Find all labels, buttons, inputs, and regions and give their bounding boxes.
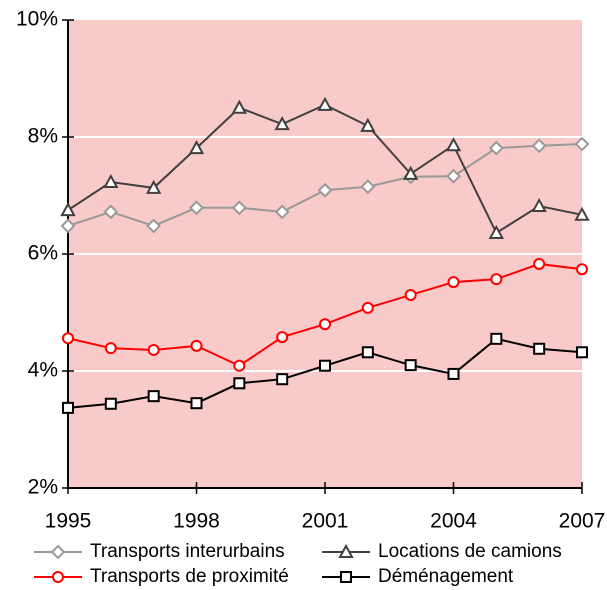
- y-tick-label: 10%: [16, 8, 58, 31]
- marker: [340, 571, 352, 583]
- marker: [360, 117, 376, 132]
- marker: [317, 96, 333, 111]
- marker: [531, 197, 547, 213]
- marker: [231, 99, 248, 114]
- marker: [488, 224, 505, 239]
- marker: [404, 359, 417, 372]
- marker: [147, 390, 160, 403]
- marker: [488, 140, 504, 156]
- y-tick-label: 8%: [28, 125, 58, 148]
- marker: [490, 273, 503, 286]
- marker: [446, 168, 461, 184]
- marker: [317, 182, 333, 198]
- marker: [60, 202, 76, 217]
- marker: [274, 116, 290, 131]
- marker: [188, 140, 205, 155]
- marker: [50, 544, 66, 560]
- marker: [276, 373, 289, 386]
- marker: [404, 288, 417, 301]
- x-tick-label: 1995: [45, 510, 92, 533]
- marker: [531, 138, 547, 154]
- marker: [104, 397, 117, 410]
- marker: [103, 204, 119, 220]
- marker: [361, 346, 374, 359]
- marker: [276, 331, 289, 344]
- marker: [533, 342, 546, 355]
- legend-label: Locations de camions: [378, 541, 562, 562]
- marker: [402, 165, 419, 180]
- marker: [319, 318, 331, 331]
- marker: [52, 571, 64, 583]
- marker: [447, 367, 460, 380]
- y-tick-label: 2%: [28, 476, 58, 499]
- marker: [445, 137, 462, 152]
- marker: [490, 332, 503, 345]
- marker: [231, 200, 247, 216]
- x-tick-label: 1998: [173, 510, 220, 533]
- legend-label: Transports interurbains: [90, 541, 285, 562]
- marker: [447, 276, 460, 289]
- marker: [190, 397, 203, 410]
- marker: [145, 179, 162, 194]
- x-tick-label: 2007: [559, 510, 606, 533]
- marker: [233, 377, 246, 390]
- legend-label: Transports de proximité: [90, 566, 289, 587]
- marker: [360, 179, 376, 195]
- marker: [574, 206, 590, 221]
- marker: [62, 401, 74, 414]
- marker: [274, 204, 290, 220]
- marker: [319, 359, 331, 372]
- legend-label: Déménagement: [378, 566, 514, 587]
- marker: [189, 200, 204, 216]
- marker: [533, 257, 546, 270]
- marker: [62, 332, 74, 345]
- y-tick-label: 6%: [28, 242, 58, 265]
- marker: [574, 136, 590, 152]
- marker: [361, 301, 374, 314]
- marker: [576, 263, 588, 276]
- x-tick-label: 2004: [430, 510, 477, 533]
- x-tick-label: 2001: [302, 510, 349, 533]
- marker: [103, 173, 119, 189]
- marker: [147, 343, 160, 356]
- marker: [338, 543, 354, 558]
- marker: [190, 339, 203, 352]
- marker: [104, 342, 117, 355]
- marker: [146, 218, 162, 234]
- marker: [60, 218, 76, 234]
- marker: [233, 359, 246, 372]
- y-tick-label: 4%: [28, 359, 58, 382]
- marker: [576, 346, 588, 359]
